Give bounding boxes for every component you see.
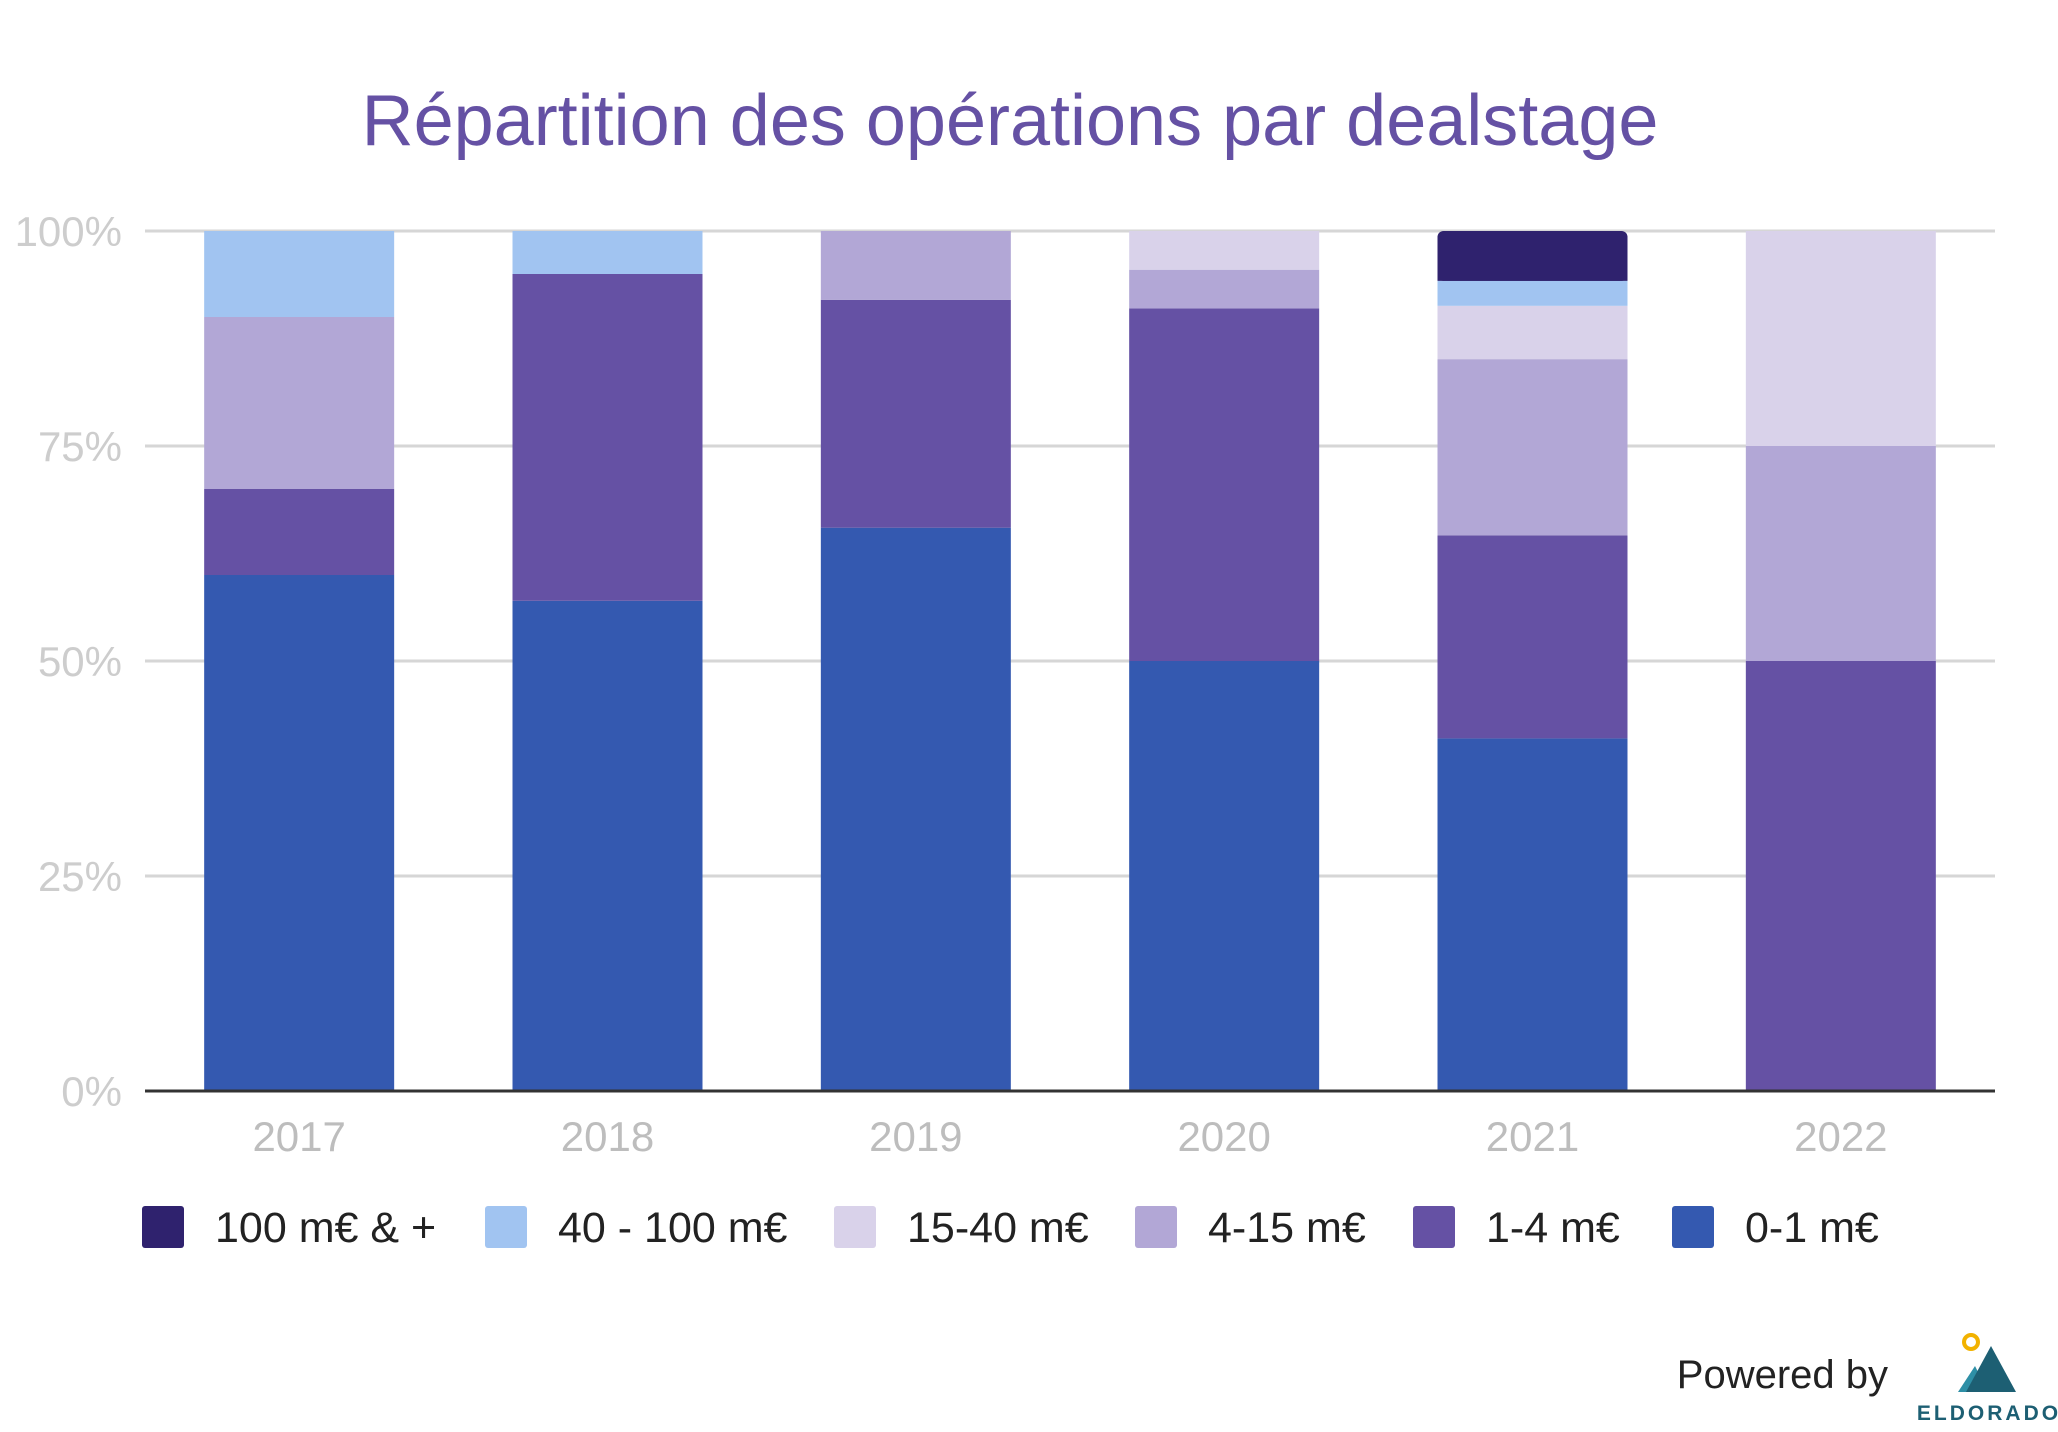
legend-label: 100 m€ & + xyxy=(215,1204,436,1252)
bar-segment-2021-0-1-m[interactable] xyxy=(1437,738,1628,1091)
legend-label: 15-40 m€ xyxy=(907,1204,1089,1252)
x-tick-label: 2017 xyxy=(252,1113,345,1160)
legend-swatch xyxy=(1413,1206,1455,1248)
y-tick-label: 0% xyxy=(61,1068,122,1115)
y-tick-label: 100% xyxy=(15,208,122,255)
bar-group-2022 xyxy=(1745,231,1936,1091)
legend-swatch xyxy=(142,1206,184,1248)
legend-swatch xyxy=(834,1206,876,1248)
legend-item[interactable]: 1-4 m€ xyxy=(1413,1204,1620,1252)
powered-by-text: Powered by xyxy=(1677,1353,1888,1397)
bar-segment-2021-1-4-m[interactable] xyxy=(1437,535,1628,739)
bar-segment-2021-40-100-m[interactable] xyxy=(1437,280,1628,306)
y-axis-ticks: 0% 25% 50% 75% 100% xyxy=(15,208,122,1115)
y-tick-label: 50% xyxy=(38,638,122,685)
x-tick-label: 2020 xyxy=(1177,1113,1270,1160)
legend-label: 40 - 100 m€ xyxy=(558,1204,788,1252)
grid-lines xyxy=(145,229,1995,878)
bar-segment-2020-1-4-m[interactable] xyxy=(1129,308,1320,661)
legend-label: 0-1 m€ xyxy=(1745,1204,1879,1252)
bar-segment-2017-40-100-m[interactable] xyxy=(204,231,395,317)
legend-item[interactable]: 0-1 m€ xyxy=(1672,1204,1879,1252)
eldorado-logo[interactable]: ELDORADO xyxy=(1917,1333,2058,1425)
bar-segment-2019-4-15-m[interactable] xyxy=(820,231,1011,300)
x-tick-label: 2021 xyxy=(1486,1113,1579,1160)
y-tick-label: 25% xyxy=(38,853,122,900)
bar-segment-2021-4-15-m[interactable] xyxy=(1437,359,1628,536)
legend-item[interactable]: 15-40 m€ xyxy=(834,1204,1089,1252)
bar-segment-2020-15-40-m[interactable] xyxy=(1129,231,1320,270)
brand-name: ELDORADO xyxy=(1917,1402,2058,1425)
bar-segment-2019-1-4-m[interactable] xyxy=(820,299,1011,528)
bar-segment-2017-4-15-m[interactable] xyxy=(204,317,395,489)
legend-item[interactable]: 100 m€ & + xyxy=(142,1204,436,1252)
x-tick-label: 2019 xyxy=(869,1113,962,1160)
footer: Powered by ELDORADO xyxy=(1677,1333,2058,1425)
legend-item[interactable]: 40 - 100 m€ xyxy=(485,1204,788,1252)
legend-swatch xyxy=(485,1206,527,1248)
bar-group-2020 xyxy=(1129,231,1320,1091)
bar-segment-2021-15-40-m[interactable] xyxy=(1437,305,1628,360)
mountain-sun-icon xyxy=(1958,1333,2016,1392)
legend: 100 m€ & + 40 - 100 m€ 15-40 m€ 4-15 m€ 1-4 … xyxy=(142,1204,1879,1252)
bar-segment-2018-40-100-m[interactable] xyxy=(512,231,703,274)
x-tick-label: 2018 xyxy=(561,1113,654,1160)
bar-segment-2019-0-1-m[interactable] xyxy=(820,527,1011,1091)
legend-swatch xyxy=(1135,1206,1177,1248)
bar-segment-fill xyxy=(1437,239,1628,281)
bar-segment-2017-1-4-m[interactable] xyxy=(204,489,395,575)
legend-item[interactable]: 4-15 m€ xyxy=(1135,1204,1366,1252)
bar-segment-2020-4-15-m[interactable] xyxy=(1129,269,1320,309)
bar-group-2021 xyxy=(1437,231,1628,1091)
y-tick-label: 75% xyxy=(38,423,122,470)
bar-segment-2017-0-1-m[interactable] xyxy=(204,575,395,1091)
x-axis-ticks: 2017 2018 2019 2020 2021 2022 xyxy=(252,1113,1887,1160)
legend-label: 1-4 m€ xyxy=(1486,1204,1620,1252)
bar-segment-2022-4-15-m[interactable] xyxy=(1745,446,1936,661)
bars xyxy=(204,231,1936,1091)
bar-group-2018 xyxy=(512,231,703,1091)
bar-segment-2022-15-40-m[interactable] xyxy=(1745,231,1936,446)
x-tick-label: 2022 xyxy=(1794,1113,1887,1160)
bar-segment-2020-0-1-m[interactable] xyxy=(1129,661,1320,1091)
bar-segment-2022-1-4-m[interactable] xyxy=(1745,661,1936,1091)
chart-title: Répartition des opérations par dealstage xyxy=(362,81,1659,161)
legend-label: 4-15 m€ xyxy=(1208,1204,1366,1252)
legend-swatch xyxy=(1672,1206,1714,1248)
bar-group-2017 xyxy=(204,231,395,1091)
bar-segment-2018-0-1-m[interactable] xyxy=(512,600,703,1091)
bar-group-2019 xyxy=(820,231,1011,1091)
bar-segment-2018-1-4-m[interactable] xyxy=(512,274,703,601)
